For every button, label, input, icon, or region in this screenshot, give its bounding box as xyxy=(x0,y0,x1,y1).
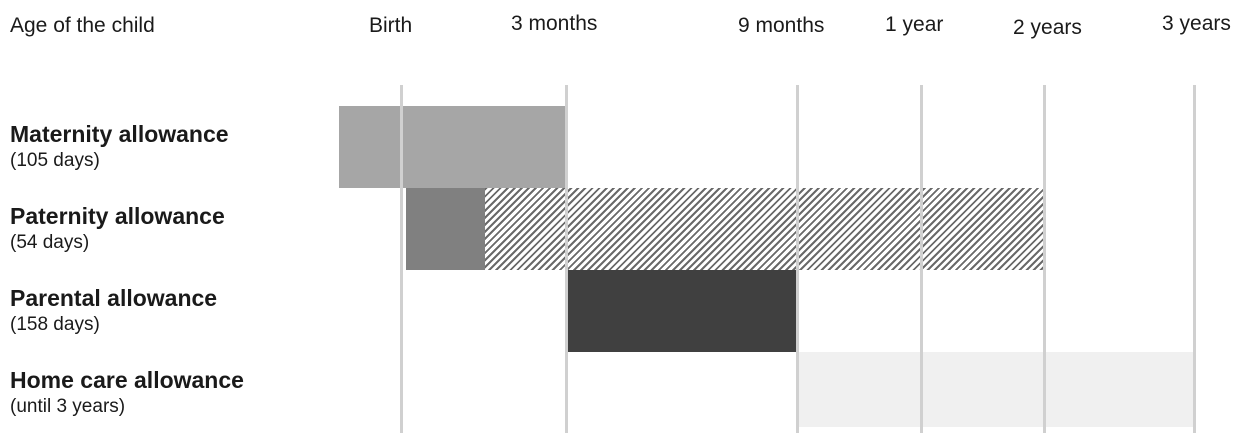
paternity-allowance-solid-bar xyxy=(406,188,485,270)
maternity-allowance-title: Maternity allowance xyxy=(10,121,229,147)
row-label-homecare: Home care allowance (until 3 years) xyxy=(10,366,244,420)
gridline-1-year xyxy=(920,85,923,433)
home-care-allowance-title: Home care allowance xyxy=(10,367,244,393)
home-care-allowance-bar xyxy=(797,352,1195,427)
row-label-paternity: Paternity allowance (54 days) xyxy=(10,202,225,256)
row-label-parental: Parental allowance (158 days) xyxy=(10,284,217,338)
tick-label-birth: Birth xyxy=(369,14,413,37)
age-of-child-header: Age of the child xyxy=(10,14,155,37)
paternity-allowance-hatched-bar xyxy=(485,188,1043,270)
maternity-allowance-duration: (105 days) xyxy=(10,150,100,171)
parental-allowance-title: Parental allowance xyxy=(10,285,218,311)
tick-label-1-year: 1 year xyxy=(885,13,944,36)
tick-label-2-years: 2 years xyxy=(1013,16,1082,39)
row-label-maternity: Maternity allowance (105 days) xyxy=(10,120,229,174)
gridline-3-years xyxy=(1193,85,1196,433)
maternity-allowance-bar xyxy=(339,106,565,188)
home-care-allowance-duration: (until 3 years) xyxy=(10,396,126,417)
gridline-3-months xyxy=(565,85,568,433)
gridline-birth xyxy=(400,85,403,433)
tick-label-9-months: 9 months xyxy=(738,14,825,37)
gridline-9-months xyxy=(796,85,799,433)
parental-allowance-duration: (158 days) xyxy=(10,314,100,335)
tick-label-3-years: 3 years xyxy=(1162,12,1231,35)
gridline-2-years xyxy=(1043,85,1046,433)
paternity-allowance-title: Paternity allowance xyxy=(10,203,225,229)
paternity-allowance-duration: (54 days) xyxy=(10,232,90,253)
parental-allowance-bar xyxy=(567,270,796,352)
tick-label-3-months: 3 months xyxy=(511,12,598,35)
